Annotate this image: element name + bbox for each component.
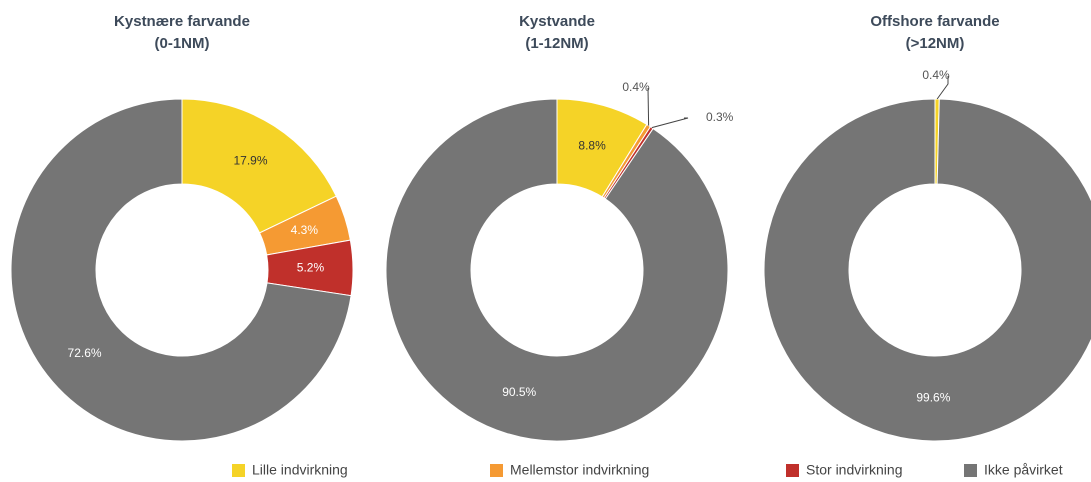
data-label: 0.3% [706,110,734,124]
data-label: 4.3% [291,223,319,237]
title-line: Kystnære farvande [114,13,250,30]
title-line: (1-12NM) [525,35,588,52]
legend-swatch [964,464,977,477]
chart-title: Kystvande (1-12NM) [519,13,595,52]
legend-label: Ikke påvirket [984,462,1063,478]
slice [385,98,729,442]
legend-label: Stor indvirkning [806,462,903,478]
chart-title: Offshore farvande (>12NM) [870,13,999,52]
chart-title: Kystnære farvande (0-1NM) [114,13,250,52]
slice [10,98,352,442]
data-label: 99.6% [916,391,950,405]
data-label: 0.4% [622,80,650,94]
title-line: (0-1NM) [155,35,210,52]
data-label: 8.8% [578,139,606,153]
data-label: 5.2% [297,261,325,275]
legend-swatch [786,464,799,477]
slice [763,98,1091,442]
leader-line [647,87,650,126]
title-line: Offshore farvande [870,13,999,30]
title-line: (>12NM) [906,35,965,52]
data-label: 90.5% [502,385,536,399]
leader-line [651,117,689,129]
legend-swatch [490,464,503,477]
data-label: 17.9% [233,153,267,167]
data-label: 72.6% [68,346,102,360]
slice [181,98,337,234]
legend-swatch [232,464,245,477]
leader-line [936,76,949,100]
data-label: 0.4% [922,68,950,82]
title-line: Kystvande [519,13,595,30]
legend-label: Lille indvirkning [252,462,348,478]
legend-label: Mellemstor indvirkning [510,462,649,478]
